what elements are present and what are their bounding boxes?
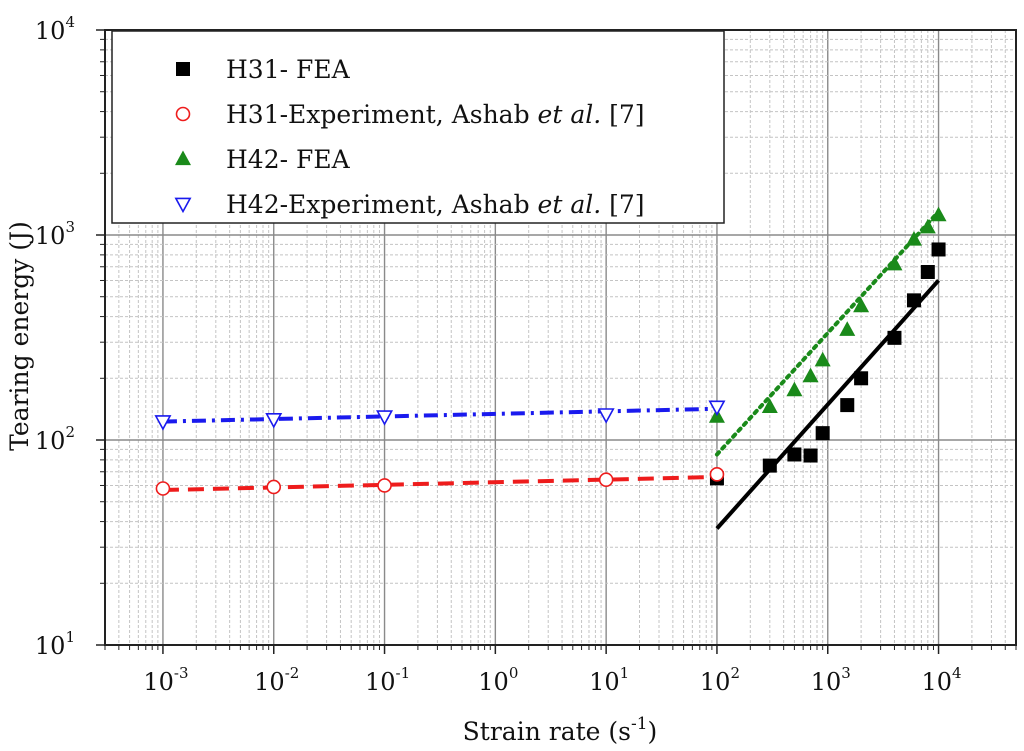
series-4-points bbox=[154, 400, 726, 431]
series-1-point bbox=[920, 264, 935, 279]
series-3-points bbox=[708, 206, 947, 423]
series-1-point bbox=[787, 447, 802, 462]
series-2-point bbox=[709, 467, 725, 482]
series-4-point bbox=[265, 413, 283, 429]
series-1-point bbox=[931, 242, 946, 257]
series-4-point bbox=[597, 408, 615, 424]
series-3-fit-line bbox=[714, 209, 941, 457]
series-1-point bbox=[906, 293, 921, 308]
x-tick-label: 103 bbox=[811, 664, 851, 696]
x-tick-label: 102 bbox=[700, 664, 740, 696]
y-tick-label: 104 bbox=[35, 13, 75, 45]
legend-marker-1 bbox=[176, 62, 190, 76]
data-points bbox=[154, 206, 947, 496]
series-3-point bbox=[905, 231, 922, 246]
legend-label-4: H42-Experiment, Ashab et al. [7] bbox=[226, 190, 645, 219]
series-3-point bbox=[786, 381, 803, 397]
series-2-point bbox=[377, 478, 392, 493]
legend-label-2: H31-Experiment, Ashab et al. [7] bbox=[226, 100, 645, 129]
series-2-point bbox=[155, 481, 171, 496]
x-axis-label-close: ) bbox=[648, 717, 658, 746]
series-1-point bbox=[803, 448, 818, 463]
series-3-point bbox=[853, 297, 870, 313]
series-3-point bbox=[919, 218, 936, 234]
legend-marker-2 bbox=[175, 106, 191, 122]
series-2-point bbox=[266, 479, 282, 495]
series-1-point bbox=[762, 458, 777, 473]
legend: H31- FEA H31-Experiment, Ashab et al. [7]… bbox=[111, 30, 725, 224]
y-axis-label: Tearing energy (J) bbox=[5, 221, 34, 451]
series-4-point bbox=[154, 415, 172, 431]
series-3-point bbox=[802, 367, 819, 383]
series-4-fit-line bbox=[162, 406, 717, 424]
series-3-point bbox=[761, 398, 778, 414]
series-2-point bbox=[598, 472, 614, 488]
series-1-point bbox=[815, 426, 830, 441]
x-tick-label: 10-1 bbox=[365, 664, 410, 696]
series-1-point bbox=[887, 330, 902, 345]
x-tick-label: 101 bbox=[589, 664, 629, 696]
series-3-point bbox=[839, 321, 856, 336]
axis-ticks: 10-3 10-2 10-1 100 101 102 103 104 101 102 103 104 bbox=[35, 13, 1017, 696]
legend-label-1: H31- FEA bbox=[226, 55, 351, 84]
series-3-point bbox=[886, 255, 903, 271]
legend-label-3: H42- FEA bbox=[226, 145, 351, 174]
x-axis-label: Strain rate (s-1) bbox=[463, 714, 658, 746]
series-1-point bbox=[854, 371, 869, 386]
x-axis-label-main: Strain rate (s bbox=[463, 717, 631, 746]
series-3-point bbox=[930, 206, 947, 222]
x-tick-label: 10-3 bbox=[143, 664, 188, 696]
legend-marker-4 bbox=[174, 197, 192, 214]
y-tick-label: 102 bbox=[35, 423, 75, 455]
series-3-point bbox=[814, 351, 831, 367]
y-tick-label: 103 bbox=[35, 218, 75, 250]
fit-lines bbox=[162, 209, 941, 530]
series-4-point bbox=[376, 410, 394, 426]
x-axis-label-exponent: -1 bbox=[631, 714, 648, 734]
legend-box bbox=[111, 30, 725, 224]
series-2-points bbox=[155, 467, 725, 496]
x-tick-label: 100 bbox=[478, 664, 518, 696]
series-1-point bbox=[840, 398, 855, 413]
legend-marker-3 bbox=[175, 150, 191, 166]
series-2-fit-line bbox=[162, 474, 717, 493]
y-tick-label: 101 bbox=[35, 628, 75, 660]
series-1-fit-line bbox=[715, 279, 941, 530]
plot-frame bbox=[104, 29, 1017, 646]
x-tick-label: 104 bbox=[922, 664, 962, 696]
x-tick-label: 10-2 bbox=[254, 664, 299, 696]
series-4-point bbox=[708, 400, 726, 417]
